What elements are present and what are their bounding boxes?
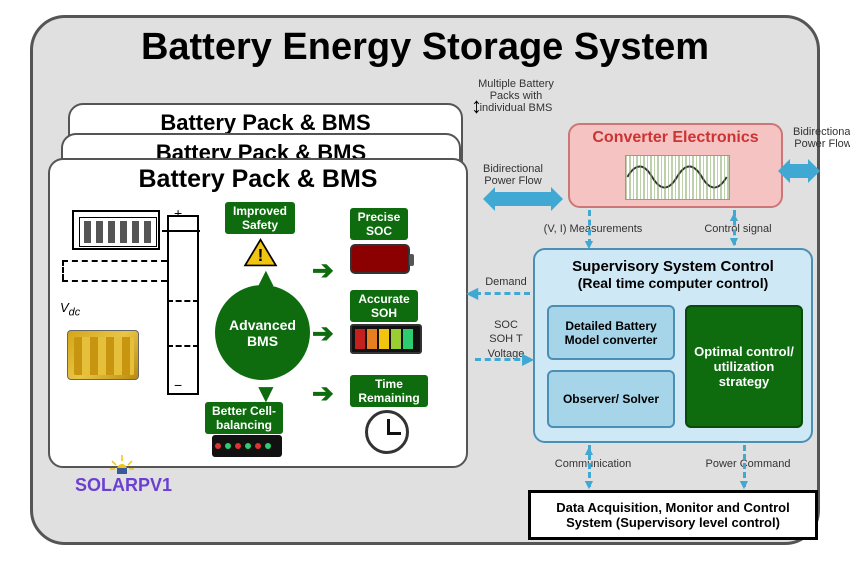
label-power-command: Power Command bbox=[693, 458, 803, 470]
main-title: Battery Energy Storage System bbox=[33, 26, 817, 69]
cell-balancing-icon bbox=[212, 435, 282, 457]
supervisory-title-2: (Real time computer control) bbox=[535, 275, 811, 291]
optimal-control-box: Optimal control/ utilization strategy bbox=[685, 305, 803, 428]
badge-precise-soc: Precise SOC bbox=[350, 208, 408, 240]
advanced-bms-circle: Advanced BMS bbox=[215, 285, 310, 380]
battery-soh-icon bbox=[350, 324, 422, 354]
label-bidir-flow-right: Bidirectional Power Flow bbox=[783, 126, 850, 150]
arrow-right-icon: ➔ bbox=[312, 255, 334, 286]
label-multiple-packs: Multiple Battery Packs with individual B… bbox=[471, 78, 561, 114]
badge-time-remaining: Time Remaining bbox=[350, 375, 428, 407]
detailed-battery-model-box: Detailed Battery Model converter bbox=[547, 305, 675, 360]
converter-title: Converter Electronics bbox=[570, 129, 781, 147]
battery-pack-card-front: Battery Pack & BMS + − Vdc bbox=[48, 158, 468, 468]
arrow-up-icon: ▲ bbox=[253, 262, 279, 293]
bidir-arrow-left-icon bbox=[493, 192, 553, 206]
converter-electronics-box: Converter Electronics bbox=[568, 123, 783, 208]
label-bidir-flow-left: Bidirectional Power Flow bbox=[473, 163, 553, 187]
vdc-label: Vdc bbox=[60, 300, 80, 319]
battery-soc-icon bbox=[350, 244, 410, 274]
label-communication: Communication bbox=[543, 458, 643, 470]
data-acquisition-box: Data Acquisition, Monitor and Control Sy… bbox=[528, 490, 818, 540]
sinewave-icon bbox=[625, 155, 730, 200]
dashed-arrow-demand bbox=[475, 292, 530, 295]
arrow-right-icon: ➔ bbox=[312, 378, 334, 409]
solarpv1-logo: SOLARPV1 bbox=[75, 475, 172, 496]
stack-title-1: Battery Pack & BMS bbox=[50, 165, 466, 194]
label-demand: Demand bbox=[481, 276, 531, 288]
supervisory-title-1: Supervisory System Control bbox=[535, 258, 811, 275]
label-measurements: (V, I) Measurements bbox=[533, 223, 653, 235]
arrow-down-icon: ▼ bbox=[253, 378, 279, 409]
supervisory-control-box: Supervisory System Control (Real time co… bbox=[533, 248, 813, 443]
bidir-arrow-right-icon bbox=[788, 164, 810, 178]
badge-accurate-soh: Accurate SOH bbox=[350, 290, 418, 322]
clock-icon bbox=[365, 410, 409, 454]
circuit-diagram: + − Vdc bbox=[62, 205, 202, 345]
observer-solver-box: Observer/ Solver bbox=[547, 370, 675, 428]
arrow-right-icon: ➔ bbox=[312, 318, 334, 349]
updown-arrow-icon: ↕ bbox=[471, 93, 482, 119]
badge-improved-safety: Improved Safety bbox=[225, 202, 295, 234]
battery-cells-icon bbox=[72, 210, 160, 250]
solar-sun-icon bbox=[108, 455, 136, 475]
main-container: Battery Energy Storage System Battery Pa… bbox=[30, 15, 820, 545]
battery-3d-icon bbox=[67, 330, 139, 380]
